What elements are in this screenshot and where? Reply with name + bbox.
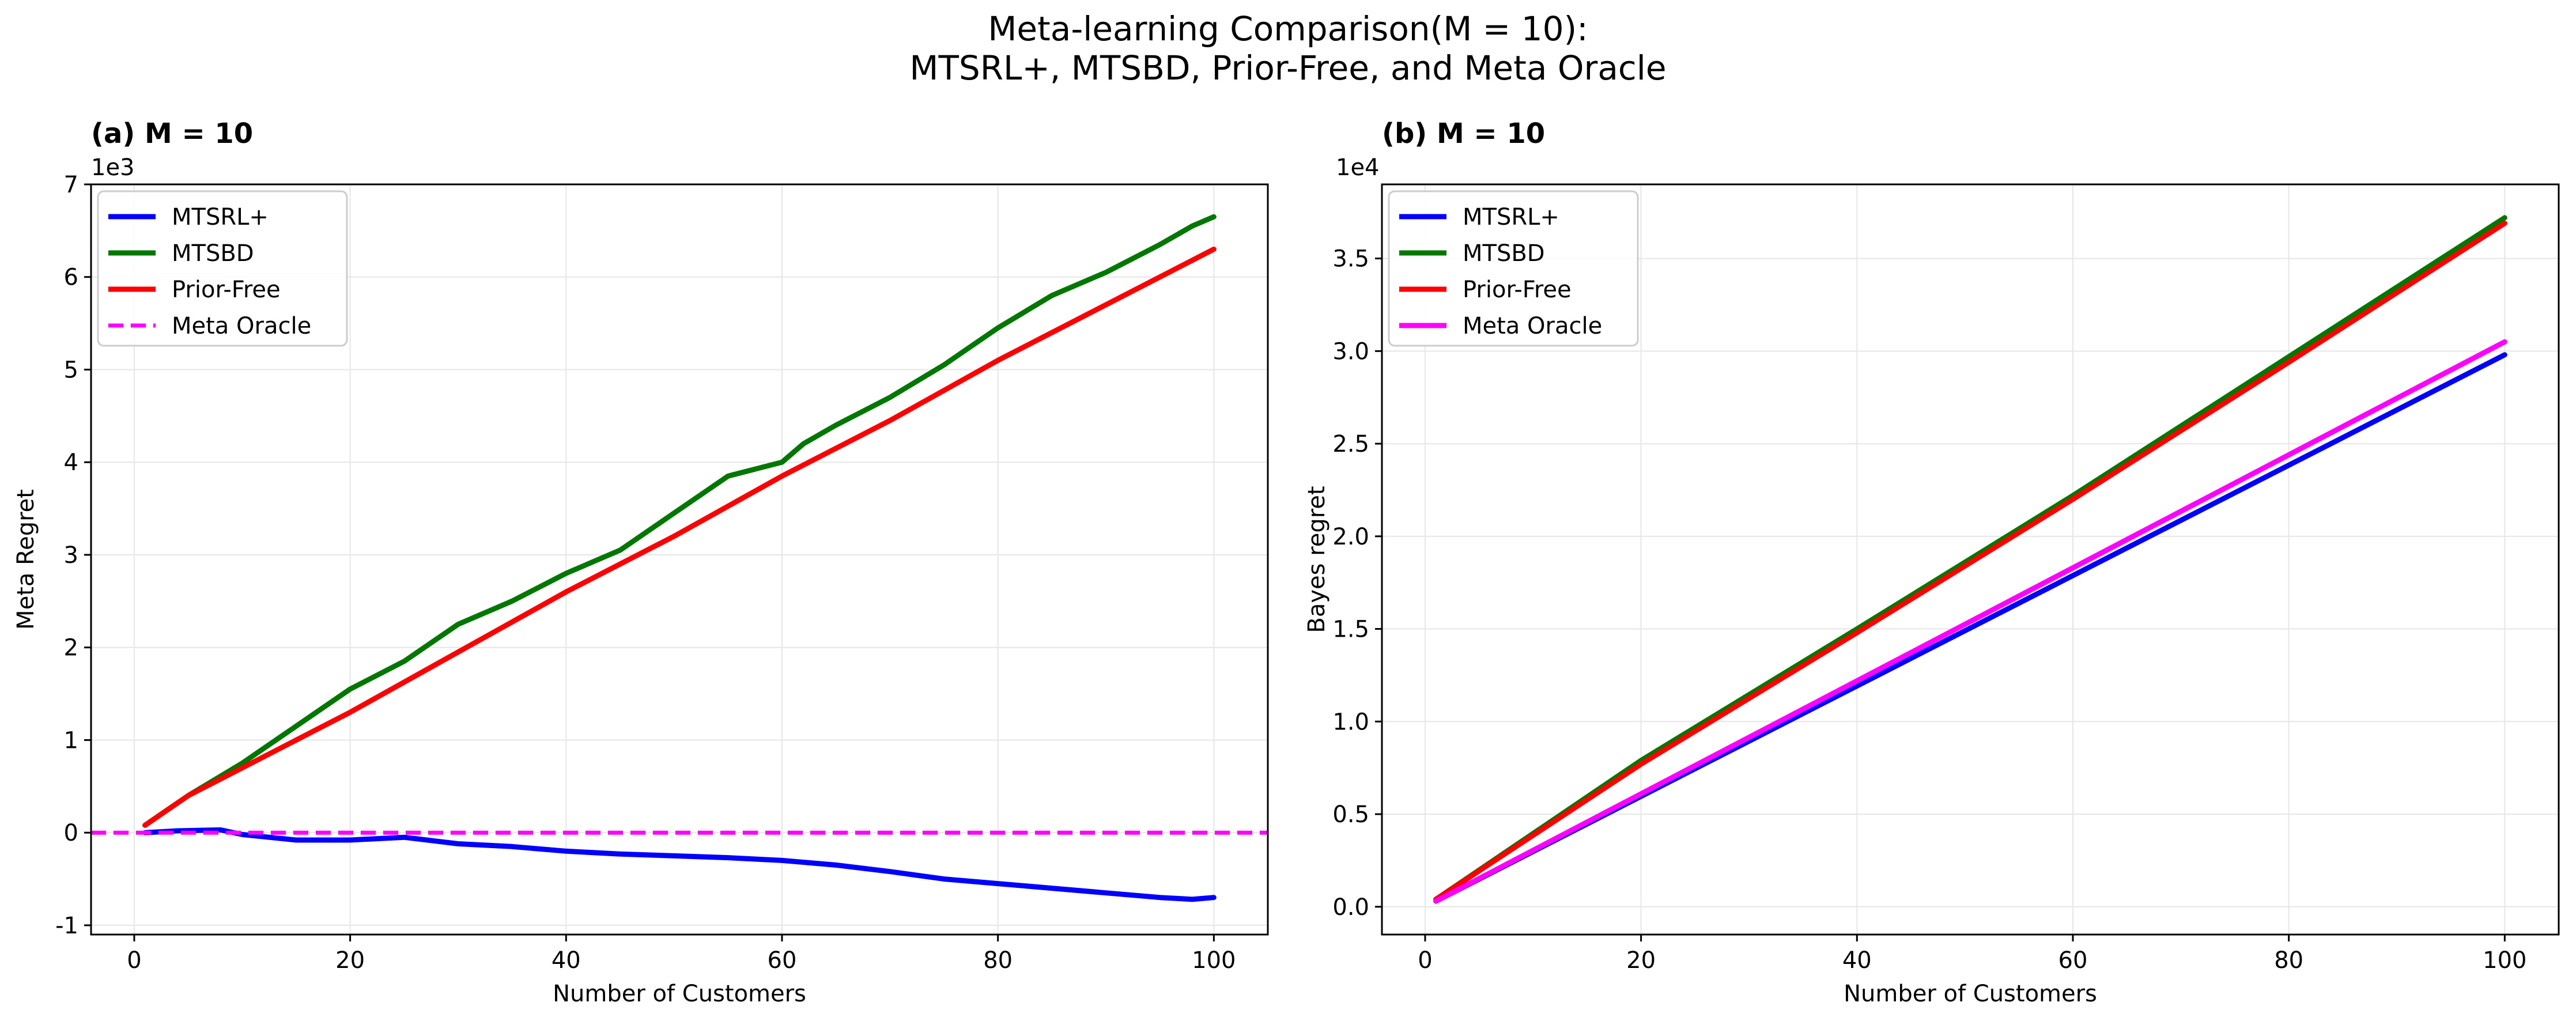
panel-title: (b) M = 10 <box>1382 118 1545 150</box>
x-tick-label: 60 <box>2058 947 2088 974</box>
panel-title: (a) M = 10 <box>91 118 253 150</box>
x-axis-label: Number of Customers <box>1844 981 2097 1007</box>
x-tick-label: 100 <box>1192 947 1236 974</box>
axes-frame <box>1381 183 2560 936</box>
series-line-prior-free <box>142 247 1217 828</box>
y-tick-label: 5 <box>64 357 78 383</box>
y-tick-label: 1.0 <box>1332 709 1369 735</box>
x-axis-label: Number of Customers <box>553 981 806 1007</box>
legend-label-mtsrl: MTSRL+ <box>172 204 269 230</box>
y-tick-label: 3.0 <box>1332 338 1369 365</box>
x-tick-label: 40 <box>552 947 581 974</box>
legend-label-meta-oracle: Meta Oracle <box>172 313 311 339</box>
x-tick-label: 0 <box>1418 947 1432 974</box>
axes-frame <box>90 183 1269 936</box>
legend-label-prior-free: Prior-Free <box>1463 277 1572 303</box>
legend-label-meta-oracle: Meta Oracle <box>1463 313 1602 339</box>
y-offset-label: 1e4 <box>1336 154 1380 181</box>
x-tick-label: 20 <box>335 947 365 974</box>
panel-a: 0 20 40 60 80 100 -1 0 1 2 3 4 5 6 7 (a) M = 10 1e3 Numbe… <box>13 118 1269 1007</box>
legend-label-mtsrl: MTSRL+ <box>1463 204 1559 230</box>
legend: MTSRL+ MTSBD Prior-Free Meta Oracle <box>97 190 348 347</box>
legend-label-mtsbd: MTSBD <box>1463 240 1545 267</box>
y-tick-label: -1 <box>55 913 78 939</box>
y-tick-label: 3 <box>64 542 78 569</box>
y-axis-label: Meta Regret <box>13 489 39 630</box>
y-tick-label: 4 <box>64 449 78 476</box>
y-tick-label: 6 <box>64 264 78 291</box>
y-tick-label: 0.0 <box>1332 894 1369 921</box>
series-line-mtsrl <box>142 827 1217 902</box>
series-line-prior-free <box>1433 221 2507 902</box>
series-group <box>1433 215 2507 904</box>
y-offset-label: 1e3 <box>91 154 135 181</box>
x-tick-label: 80 <box>983 947 1013 974</box>
panel-b: 0 20 40 60 80 100 0.0 0.5 1.0 1.5 2.0 2.5 3.0 3.5 (b) … <box>1304 118 2560 1007</box>
legend-label-mtsbd: MTSBD <box>172 240 254 267</box>
series-group <box>91 214 1268 902</box>
y-tick-label: 0 <box>64 820 78 846</box>
series-line-meta-oracle <box>1433 339 2507 904</box>
series-line-mtsbd <box>142 214 1217 828</box>
y-tick-label: 1.5 <box>1332 616 1369 643</box>
y-tick-label: 2.5 <box>1332 431 1369 457</box>
x-tick-label: 0 <box>127 947 141 974</box>
y-tick-label: 1 <box>64 727 78 754</box>
x-tick-label: 20 <box>1626 947 1656 974</box>
suptitle-line1: Meta-learning Comparison(M = 10): <box>988 9 1588 48</box>
y-tick-label: 0.5 <box>1332 801 1369 828</box>
y-tick-label: 3.5 <box>1332 246 1369 273</box>
legend-label-prior-free: Prior-Free <box>172 277 281 303</box>
legend: MTSRL+ MTSBD Prior-Free Meta Oracle <box>1388 190 1639 347</box>
y-tick-label: 2.0 <box>1332 524 1369 550</box>
x-tick-label: 60 <box>768 947 797 974</box>
legend-box <box>1388 190 1639 347</box>
y-tick-label: 7 <box>64 172 78 198</box>
suptitle-line2: MTSRL+, MTSBD, Prior-Free, and Meta Orac… <box>909 48 1666 88</box>
y-axis-label: Bayes regret <box>1304 486 1330 633</box>
x-tick-label: 100 <box>2483 947 2526 974</box>
x-tick-label: 40 <box>1842 947 1872 974</box>
legend-box <box>97 190 348 347</box>
y-tick-label: 2 <box>64 635 78 661</box>
x-tick-label: 80 <box>2274 947 2303 974</box>
